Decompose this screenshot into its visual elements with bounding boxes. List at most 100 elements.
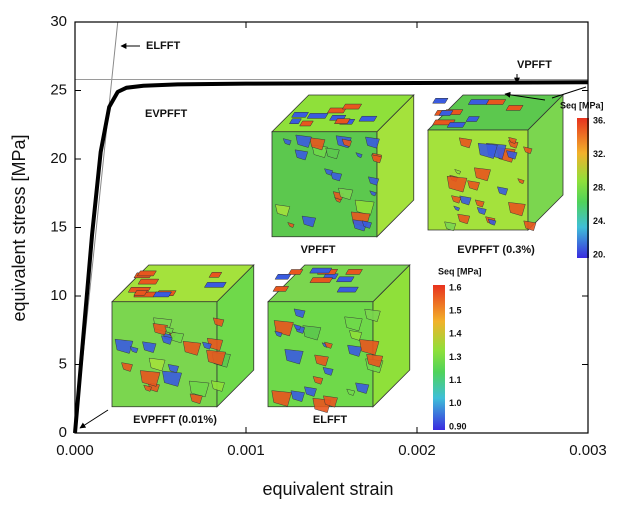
grain xyxy=(341,103,363,110)
grain xyxy=(299,120,314,127)
grain xyxy=(523,146,533,155)
y-tick-label: 15 xyxy=(50,218,67,235)
grain xyxy=(459,195,472,206)
grain xyxy=(162,370,183,387)
grain xyxy=(325,147,340,160)
grain xyxy=(432,98,449,104)
y-axis-label: equivalent stress [MPa] xyxy=(9,134,29,321)
grain xyxy=(161,335,173,345)
grain xyxy=(210,380,225,392)
grain xyxy=(133,289,148,296)
grain xyxy=(508,136,517,144)
grain xyxy=(349,330,363,341)
grain xyxy=(474,199,485,208)
grain xyxy=(338,187,354,200)
grain xyxy=(341,138,352,147)
grain xyxy=(282,138,292,146)
grain xyxy=(476,207,487,215)
colorbar-label: 1.3 xyxy=(449,352,462,362)
grain xyxy=(152,291,172,298)
inset-label: VPFFT xyxy=(301,244,336,256)
grain xyxy=(188,380,210,398)
grain xyxy=(274,274,292,280)
grain xyxy=(206,349,227,366)
x-tick-label: 0.003 xyxy=(569,442,607,459)
grain xyxy=(467,99,490,105)
arrow xyxy=(79,409,109,429)
grain xyxy=(444,221,457,232)
grain xyxy=(312,376,324,385)
grain xyxy=(212,317,225,327)
colorbar-label: 32. xyxy=(593,149,606,159)
grain xyxy=(347,344,363,357)
y-tick-label: 30 xyxy=(50,13,67,30)
colorbar xyxy=(433,285,445,430)
grain xyxy=(121,362,133,372)
grain xyxy=(517,178,525,185)
grain xyxy=(301,215,317,228)
inset-label: ELFFT xyxy=(313,414,347,426)
grain xyxy=(450,195,462,204)
grain xyxy=(505,105,524,111)
grain xyxy=(306,113,329,119)
grain xyxy=(293,308,306,319)
inset-label: EVPFFT (0.01%) xyxy=(133,414,217,426)
grain xyxy=(326,107,347,114)
x-axis-label: equivalent strain xyxy=(262,479,393,499)
grain xyxy=(291,112,309,118)
grain xyxy=(272,286,290,292)
colorbar-label: 1.1 xyxy=(449,375,462,385)
grain xyxy=(361,220,372,229)
cube-face xyxy=(376,94,415,238)
grain xyxy=(129,346,139,354)
grain xyxy=(288,118,302,125)
grain xyxy=(446,122,467,128)
colorbar-label: 20. xyxy=(593,249,606,259)
grain xyxy=(364,308,381,322)
arrow xyxy=(551,86,587,99)
grain xyxy=(454,168,462,175)
inset-label: EVPFFT (0.3%) xyxy=(457,244,535,256)
grain xyxy=(164,326,174,334)
grain xyxy=(355,152,363,159)
grain xyxy=(487,218,497,226)
colorbar-label: 0.90 xyxy=(449,421,467,431)
y-tick-label: 5 xyxy=(59,355,67,372)
colorbar-title: Seq [MPa] xyxy=(560,100,604,110)
grain xyxy=(189,393,203,405)
grain xyxy=(346,388,356,396)
grain xyxy=(302,325,322,341)
grain xyxy=(369,190,377,197)
cube-face xyxy=(527,94,564,231)
y-tick-label: 20 xyxy=(50,150,67,167)
grain xyxy=(367,176,380,186)
x-tick-label: 0.001 xyxy=(227,442,265,459)
grain xyxy=(496,186,509,196)
inset-cube xyxy=(267,264,411,414)
grain xyxy=(148,357,166,372)
grain xyxy=(355,382,370,394)
inset-cube xyxy=(271,94,415,238)
y-tick-label: 0 xyxy=(59,424,67,441)
series-annotation: EVPFFT xyxy=(145,108,187,120)
grain xyxy=(371,154,383,164)
colorbar-label: 1.5 xyxy=(449,306,462,316)
grain xyxy=(324,168,334,176)
grain xyxy=(304,386,317,397)
grain xyxy=(354,199,375,216)
colorbar-label: 1.4 xyxy=(449,329,462,339)
grain xyxy=(336,286,359,293)
grain xyxy=(137,278,160,285)
grain xyxy=(203,282,227,288)
series-line xyxy=(73,80,589,434)
grain xyxy=(271,390,292,407)
colorbar-label: 28. xyxy=(593,182,606,192)
colorbar-label: 36. xyxy=(593,115,606,125)
grain xyxy=(446,175,468,193)
inset-cube xyxy=(427,94,564,232)
series-annotation: ELFFT xyxy=(146,40,180,52)
grain xyxy=(458,137,473,149)
colorbar-label: 1.6 xyxy=(449,282,462,292)
cube-face xyxy=(216,264,255,408)
